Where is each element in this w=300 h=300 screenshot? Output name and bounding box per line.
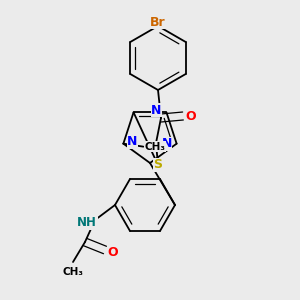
Text: N: N [161, 137, 172, 150]
Text: CH₃: CH₃ [62, 267, 83, 277]
Text: CH₃: CH₃ [145, 142, 166, 152]
Text: N: N [127, 135, 138, 148]
Text: O: O [108, 245, 118, 259]
Text: S: S [154, 158, 163, 172]
Text: NH: NH [77, 217, 97, 230]
Text: N: N [151, 104, 162, 117]
Text: O: O [186, 110, 196, 122]
Text: Br: Br [150, 16, 166, 28]
